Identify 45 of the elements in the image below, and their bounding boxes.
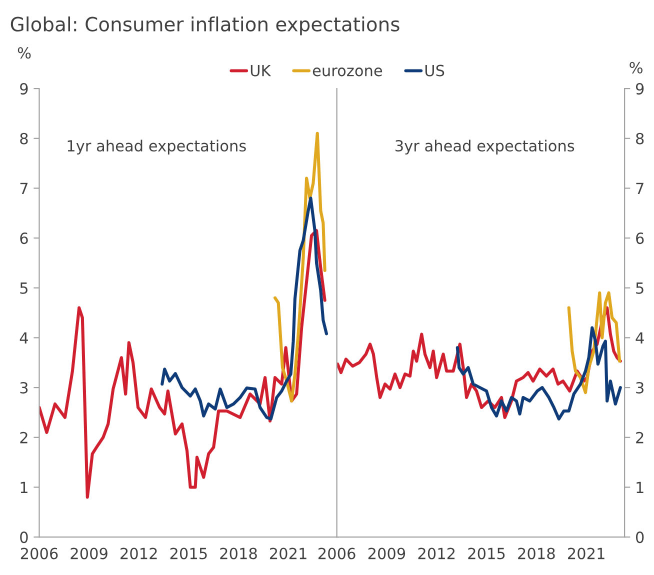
line-series — [567, 291, 622, 394]
y-tick-label: 7 — [636, 182, 644, 194]
legend-label: US — [425, 64, 444, 76]
y-tick-label: 4 — [20, 332, 28, 344]
y-tick-label: 6 — [636, 232, 644, 244]
y-tick-label: 2 — [636, 432, 644, 444]
y-tick-label: 6 — [20, 232, 28, 244]
annotation: 3yr ahead expectations — [396, 140, 574, 155]
y-tick-label: 0 — [636, 532, 644, 544]
x-tick-label: 2018 — [220, 548, 257, 560]
y-tick-label: 7 — [20, 182, 28, 194]
y-tick-label: 9 — [20, 83, 28, 95]
x-tick-label: 2021 — [568, 548, 604, 560]
line-series — [456, 326, 622, 420]
annotation: 1yr ahead expectations — [68, 140, 246, 155]
y-tick-label: 1 — [636, 482, 644, 494]
y-tick-label: 5 — [20, 282, 28, 294]
x-tick-label: 2006 — [318, 548, 356, 560]
y-axis-title: % — [18, 47, 31, 59]
line-series — [39, 229, 326, 499]
x-tick-label: 2006 — [20, 548, 58, 560]
x-tick-label: 2009 — [368, 548, 406, 560]
y-tick-label: 1 — [20, 482, 28, 494]
y-tick-label: 9 — [636, 83, 644, 95]
x-tick-label: 2018 — [518, 548, 555, 560]
y-tick-label: 2 — [20, 432, 28, 444]
y-tick-label: 4 — [636, 332, 644, 344]
y-axis-title: % — [630, 62, 642, 74]
x-tick-label: 2015 — [170, 548, 207, 560]
y-tick-label: 3 — [636, 382, 644, 394]
x-tick-label: 2021 — [270, 548, 306, 560]
legend-label: eurozone — [312, 68, 382, 76]
y-tick-label: 0 — [20, 532, 28, 544]
x-tick-label: 2015 — [468, 548, 505, 560]
line-series — [160, 196, 328, 420]
y-tick-label: 3 — [20, 382, 28, 394]
y-tick-label: 8 — [20, 132, 28, 144]
x-tick-label: 2012 — [418, 548, 455, 560]
x-tick-label: 2012 — [120, 548, 157, 560]
y-tick-label: 5 — [636, 282, 644, 294]
x-tick-label: 2009 — [70, 548, 108, 560]
legend-label: UK — [250, 64, 272, 76]
y-tick-label: 8 — [636, 132, 644, 144]
line-series — [273, 132, 326, 403]
chart-title: Global: Consumer inflation expectations — [10, 16, 400, 36]
